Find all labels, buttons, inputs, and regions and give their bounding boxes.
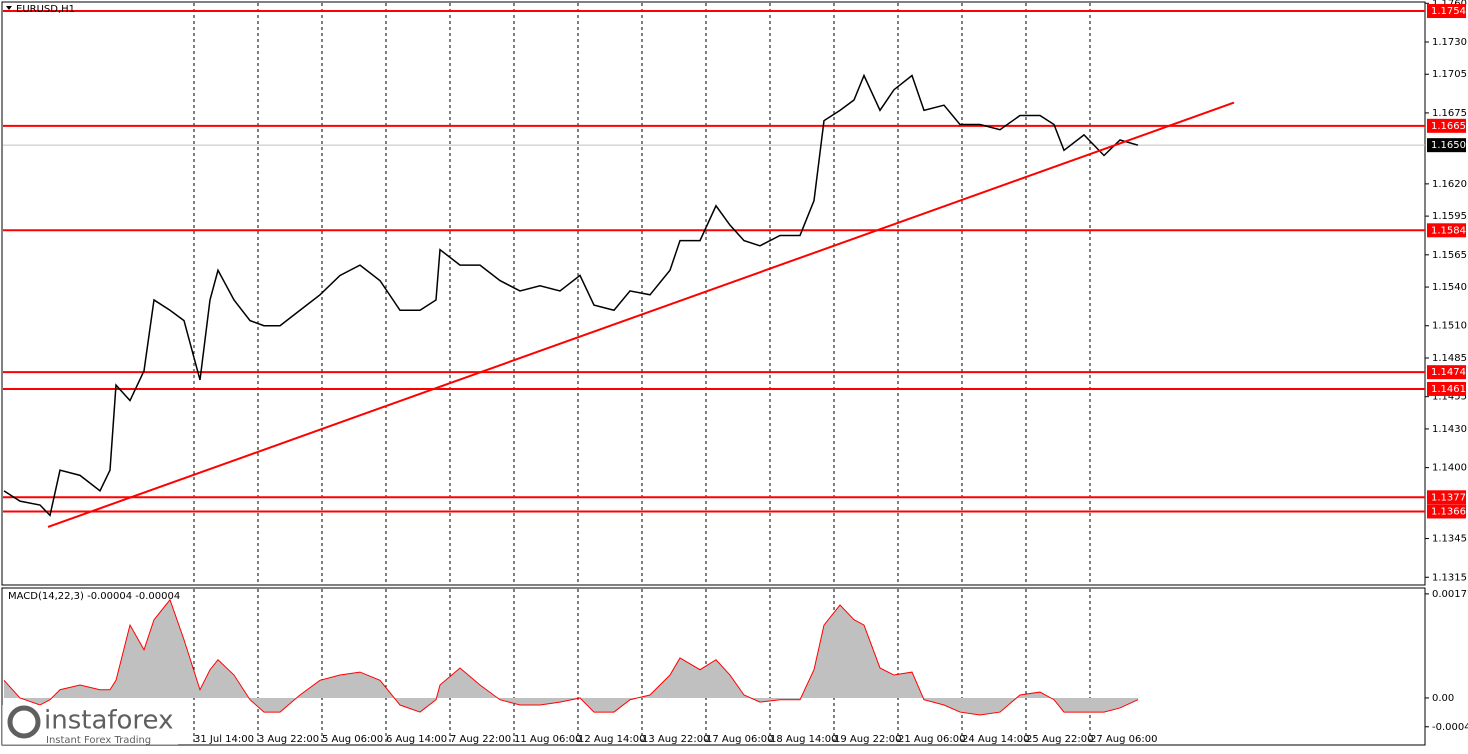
level-box: [1427, 4, 1466, 19]
watermark-brand: instaforex: [44, 706, 173, 736]
level-box: [1427, 365, 1466, 380]
level-label: 1.1665: [1431, 121, 1466, 132]
x-tick-label: 25 Aug 22:00: [1026, 734, 1093, 745]
x-tick-label: 27 Aug 06:00: [1090, 734, 1157, 745]
x-tick-label: 18 Aug 14:00: [770, 734, 837, 745]
y-tick-label: 1.1400: [1432, 463, 1467, 474]
level-box: [1427, 504, 1466, 519]
level-label: 1.1584: [1431, 225, 1466, 236]
x-tick-label: 17 Aug 06:00: [706, 734, 773, 745]
level-label: 1.1754: [1431, 6, 1466, 17]
x-tick-label: 31 Jul 14:00: [194, 734, 254, 745]
trend-line: [47, 101, 1235, 528]
x-tick-label: 12 Aug 14:00: [578, 734, 645, 745]
level-box: [1427, 490, 1466, 505]
current-price-box: [1427, 138, 1466, 153]
y-tick-label: 1.1510: [1432, 321, 1467, 332]
current-price-label: 1.1650: [1431, 140, 1466, 151]
x-tick-label: 7 Aug 22:00: [450, 734, 511, 745]
price-line: [3, 73, 1139, 517]
x-tick-label: 11 Aug 06:00: [514, 734, 581, 745]
macd-title: MACD(14,22,3) -0.00004 -0.00004: [8, 591, 180, 602]
y-tick-label: 1.1540: [1432, 282, 1467, 293]
level-label: 1.1366: [1431, 506, 1466, 517]
level-box: [1427, 223, 1466, 238]
y-tick-label: -0.00049: [1432, 722, 1468, 733]
level-label: 1.1474: [1431, 367, 1466, 378]
watermark: instaforex Instant Forex Trading: [2, 705, 178, 746]
watermark-tagline: Instant Forex Trading: [46, 735, 151, 746]
level-label: 1.1461: [1431, 384, 1466, 395]
y-tick-label: 1.1730: [1432, 37, 1467, 48]
y-tick-label: 1.1345: [1432, 534, 1467, 545]
price-panel: [1, 1, 1426, 586]
title-icon: [6, 6, 12, 10]
level-box: [1427, 118, 1466, 133]
x-tick-label: 13 Aug 22:00: [642, 734, 709, 745]
level-label: 1.1377: [1431, 492, 1466, 503]
y-tick-label: 1.1565: [1432, 250, 1467, 261]
chart-title: EURUSD,H1: [16, 4, 75, 15]
y-tick-label: 0.00177: [1432, 589, 1468, 600]
x-tick-label: 5 Aug 06:00: [322, 734, 383, 745]
macd-panel: [1, 587, 1426, 746]
y-tick-label: 1.1595: [1432, 211, 1467, 222]
x-tick-label: 19 Aug 22:00: [834, 734, 901, 745]
macd-area: [4, 599, 1138, 716]
y-tick-label: 1.1455: [1432, 392, 1467, 403]
x-tick-label: 6 Aug 14:00: [386, 734, 447, 745]
y-tick-label: 1.1315: [1432, 572, 1467, 583]
y-tick-label: 1.1675: [1432, 108, 1467, 119]
x-tick-label: 24 Aug 14:00: [962, 734, 1029, 745]
level-box: [1427, 381, 1466, 396]
y-tick-label: 0.00: [1432, 693, 1454, 704]
y-tick-label: 1.1430: [1432, 424, 1467, 435]
macd-line: [3, 598, 1139, 716]
y-tick-label: 1.1620: [1432, 179, 1467, 190]
watermark-logo: [7, 705, 41, 739]
y-tick-label: 1.1705: [1432, 69, 1467, 80]
x-tick-label: 3 Aug 22:00: [258, 734, 319, 745]
x-tick-label: 21 Aug 06:00: [898, 734, 965, 745]
y-tick-label: 1.1485: [1432, 353, 1467, 364]
